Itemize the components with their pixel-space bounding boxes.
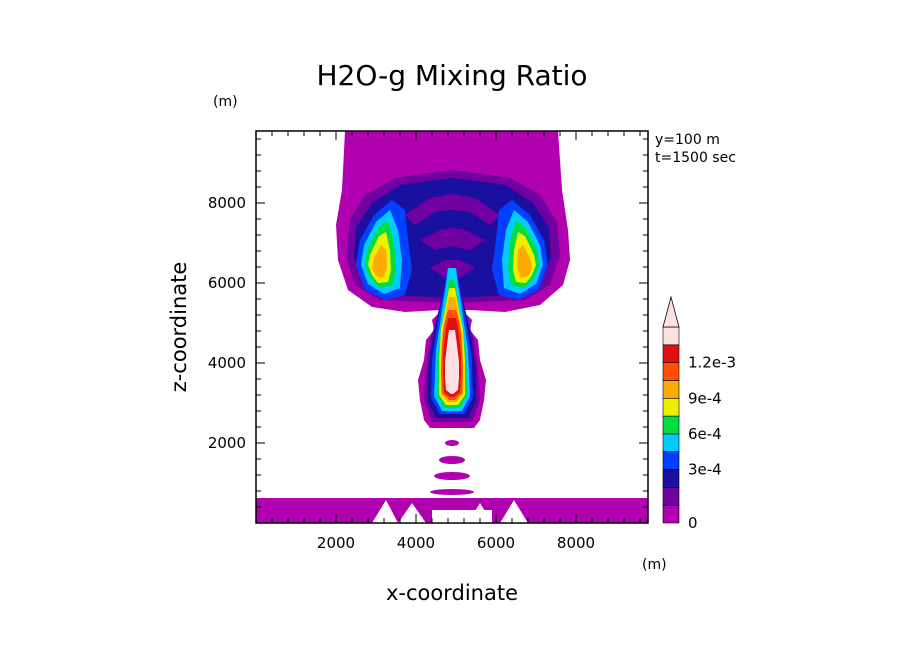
x-unit-label: (m) — [642, 557, 667, 573]
chart-title: H2O-g Mixing Ratio — [316, 59, 587, 92]
colorbar-block-1 — [662, 487, 680, 506]
colorbar-label-9e-4: 9e-4 — [688, 389, 722, 407]
colorbar-block-5 — [662, 415, 680, 435]
puff-1 — [445, 440, 459, 446]
colorbar-label-6e-4: 6e-4 — [688, 425, 722, 443]
colorbar-labels: 0 3e-4 6e-4 9e-4 1.2e-3 — [688, 354, 736, 532]
z-tick-label-4000: 4000 — [208, 354, 246, 372]
puff-2 — [439, 456, 465, 464]
puff-4 — [430, 489, 474, 495]
annotation-y: y=100 m — [655, 132, 720, 148]
colorbar-block-0 — [662, 504, 680, 524]
axis-ticks — [256, 131, 648, 523]
colorbar-block-2 — [662, 469, 680, 488]
colorbar-block-3 — [662, 451, 680, 470]
tick-labels: 2000 4000 6000 8000 2000 4000 6000 8000 — [208, 194, 595, 552]
z-tick-label-8000: 8000 — [208, 194, 246, 212]
contour-field — [256, 131, 648, 523]
colorbar-label-3e-4: 3e-4 — [688, 461, 722, 479]
colorbar-extend-max-arrow — [662, 295, 680, 328]
annotation-t: t=1500 sec — [655, 150, 736, 166]
colorbar — [662, 295, 680, 524]
colorbar-block-6 — [662, 397, 680, 417]
plume-level-10 — [445, 330, 459, 394]
colorbar-label-0: 0 — [688, 514, 698, 532]
z-unit-label: (m) — [213, 94, 238, 110]
colorbar-block-7 — [662, 380, 680, 399]
colorbar-block-4 — [662, 433, 680, 453]
cap-inner-band — [405, 194, 500, 225]
colorbar-label-1.2e-3: 1.2e-3 — [688, 354, 736, 372]
right-lobe-l7 — [517, 245, 532, 278]
colorbar-block-10 — [662, 326, 680, 346]
surface-gaps — [372, 500, 528, 523]
x-tick-label-6000: 6000 — [477, 534, 515, 552]
x-axis-title: x-coordinate — [386, 581, 518, 605]
plot-frame — [255, 130, 649, 524]
x-tick-label-4000: 4000 — [397, 534, 435, 552]
left-lobe-l7 — [372, 245, 387, 278]
puff-3 — [434, 472, 470, 480]
cap-inner-band-2 — [420, 228, 485, 250]
z-tick-label-6000: 6000 — [208, 274, 246, 292]
colorbar-block-9 — [662, 344, 680, 363]
x-tick-label-2000: 2000 — [317, 534, 355, 552]
z-axis-title: z-coordinate — [167, 262, 191, 393]
z-tick-label-2000: 2000 — [208, 434, 246, 452]
x-tick-label-8000: 8000 — [557, 534, 595, 552]
colorbar-block-8 — [662, 362, 680, 381]
